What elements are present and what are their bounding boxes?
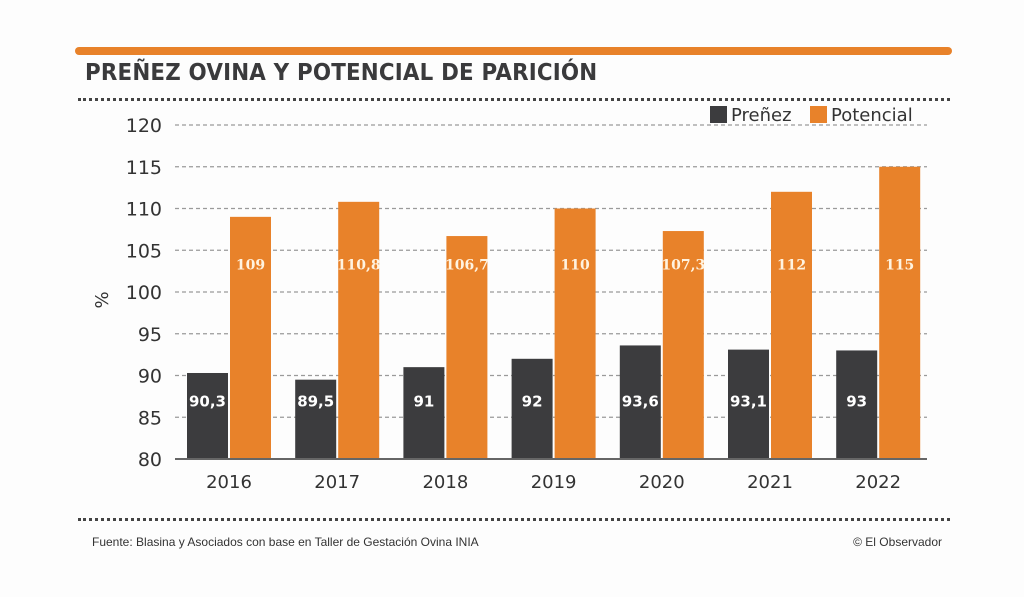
x-tick-label: 2022 <box>855 472 901 493</box>
data-label: 93 <box>846 392 867 410</box>
data-label: 109 <box>236 257 265 273</box>
title-divider <box>78 98 950 101</box>
bar-prenez <box>619 345 661 459</box>
bar-potencial <box>230 216 271 459</box>
data-label: 92 <box>522 392 543 410</box>
x-axis-ticks: 2016 2017 2018 2019 2020 2021 2022 <box>206 472 901 493</box>
y-tick-label: 100 <box>126 282 162 304</box>
data-label: 90,3 <box>189 392 226 410</box>
data-label: 107,3 <box>661 257 705 273</box>
x-tick-label: 2017 <box>314 472 360 493</box>
bar-prenez <box>403 367 445 459</box>
y-tick-label: 110 <box>126 199 162 221</box>
legend-swatch-prenez <box>710 106 727 123</box>
bar-prenez <box>511 358 553 459</box>
bar-prenez <box>295 379 337 459</box>
x-tick-label: 2020 <box>639 472 685 493</box>
y-tick-label: 85 <box>138 407 162 429</box>
data-label: 89,5 <box>297 392 334 410</box>
data-label: 115 <box>885 257 914 273</box>
bar-prenez <box>728 349 769 459</box>
y-tick-label: 90 <box>138 366 162 388</box>
legend-swatch-potencial <box>810 106 827 123</box>
legend-label: Potencial <box>831 105 913 126</box>
bar-potencial <box>879 166 921 459</box>
x-tick-label: 2019 <box>531 472 577 493</box>
data-label: 110,8 <box>337 257 381 273</box>
data-label: 93,1 <box>730 392 767 410</box>
copyright: © El Observador <box>853 535 942 549</box>
footer-divider <box>78 518 950 521</box>
y-tick-label: 80 <box>138 449 162 471</box>
data-label: 110 <box>560 257 589 273</box>
y-tick-label: 95 <box>138 324 162 346</box>
data-label: 91 <box>413 392 434 410</box>
y-tick-label: 105 <box>126 240 162 262</box>
y-tick-label: 120 <box>126 115 162 137</box>
legend-label: Preñez <box>731 105 792 126</box>
data-label: 112 <box>777 257 806 273</box>
data-label: 106,7 <box>445 257 489 273</box>
bars: 90,3 109 89,5 110,8 91 106,7 92 110 93,6 107,3 93,… <box>187 166 921 460</box>
data-label: 93,6 <box>622 392 659 410</box>
bar-potencial <box>662 231 704 459</box>
bar-prenez <box>836 350 878 459</box>
bar-potencial <box>554 208 596 459</box>
accent-bar <box>75 47 952 55</box>
bar-prenez <box>187 372 228 459</box>
y-tick-label: 115 <box>126 157 162 179</box>
y-axis-ticks: 80 85 90 95 100 105 110 115 120 <box>126 115 162 471</box>
y-axis-label: % <box>92 291 113 308</box>
x-tick-label: 2016 <box>206 472 252 493</box>
x-tick-label: 2018 <box>422 472 468 493</box>
bar-potencial <box>771 191 812 460</box>
source-note: Fuente: Blasina y Asociados con base en … <box>92 535 479 549</box>
bar-potencial <box>338 201 380 459</box>
x-tick-label: 2021 <box>747 472 793 493</box>
bar-potencial <box>446 236 488 459</box>
chart-title: PREÑEZ OVINA Y POTENCIAL DE PARICIÓN <box>85 60 598 86</box>
legend: Preñez Potencial <box>710 105 913 126</box>
